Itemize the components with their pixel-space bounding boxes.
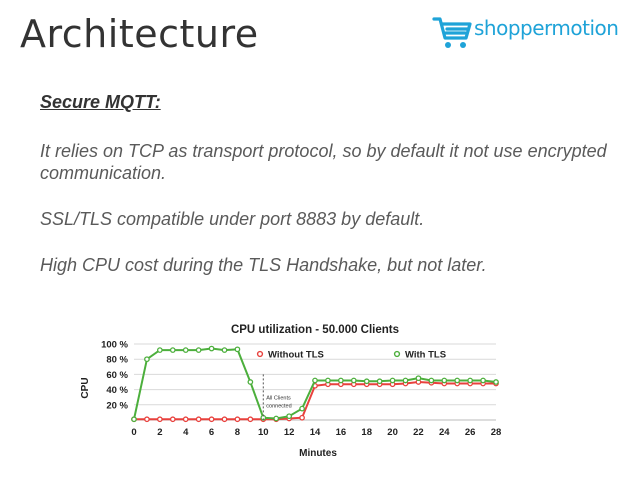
data-point <box>338 377 344 384</box>
y-axis-label: CPU <box>80 377 91 398</box>
data-point <box>389 377 396 384</box>
data-point <box>144 356 150 363</box>
y-tick-label: 40 % <box>106 385 128 396</box>
x-tick-label: 22 <box>413 427 424 438</box>
y-tick-label: 20 % <box>106 400 128 411</box>
data-point <box>299 414 305 421</box>
annotation-text: All Clients <box>266 395 291 401</box>
x-tick-label: 24 <box>439 427 450 438</box>
data-point <box>144 416 150 423</box>
paragraph-tcp: It relies on TCP as transport protocol, … <box>40 141 607 183</box>
data-point <box>234 416 241 423</box>
annotation-text: connected <box>266 403 291 409</box>
x-tick-label: 20 <box>387 427 398 438</box>
chart-annotation: All Clients connected <box>262 374 292 420</box>
data-point <box>493 379 499 385</box>
data-point <box>247 416 254 423</box>
x-tick-label: 2 <box>157 427 162 438</box>
shoppermotion-logo: shoppermotion <box>432 8 622 56</box>
x-tick-label: 10 <box>258 427 269 438</box>
data-point <box>234 346 241 353</box>
x-tick-label: 8 <box>235 427 240 438</box>
data-point <box>402 377 409 384</box>
data-point <box>350 377 357 384</box>
x-tick-label: 18 <box>361 427 372 438</box>
data-point <box>363 378 370 385</box>
data-point <box>467 377 473 384</box>
slide-title: Architecture <box>20 12 259 56</box>
data-point <box>208 345 215 352</box>
legend-marker <box>256 350 264 358</box>
x-tick-label: 6 <box>209 427 214 438</box>
x-tick-label: 16 <box>336 427 347 438</box>
data-point <box>480 377 486 384</box>
chart-legend: Without TLS With TLS <box>256 350 446 361</box>
data-point <box>182 347 189 353</box>
cpu-chart-svg: CPU utilization - 50.000 Clients CPU Min… <box>80 324 501 459</box>
data-point <box>286 413 292 420</box>
data-point <box>182 416 189 423</box>
y-tick-label: 60 % <box>106 370 128 381</box>
data-point <box>169 416 176 423</box>
data-point <box>325 377 331 384</box>
data-point <box>273 415 280 422</box>
shopping-cart-icon <box>432 17 472 48</box>
paragraph-ssl-port: SSL/TLS compatible under port 8883 by de… <box>40 209 425 229</box>
data-point <box>376 378 383 385</box>
legend-label: With TLS <box>405 350 446 361</box>
legend-label: Without TLS <box>268 350 324 361</box>
data-point <box>415 375 422 382</box>
data-point <box>221 347 228 353</box>
data-point <box>221 416 228 423</box>
section-heading: Secure MQTT: <box>40 92 161 112</box>
x-tick-label: 28 <box>491 427 502 438</box>
data-point <box>428 377 435 384</box>
x-tick-label: 14 <box>310 427 321 438</box>
data-point <box>157 347 163 353</box>
data-point <box>195 416 202 423</box>
data-point <box>454 377 461 384</box>
y-tick-label: 100 % <box>101 340 128 351</box>
cpu-chart: CPU utilization - 50.000 Clients CPU Min… <box>70 316 510 466</box>
data-point <box>299 405 305 412</box>
data-point <box>208 416 215 423</box>
x-tick-label: 4 <box>183 427 189 438</box>
chart-series <box>131 345 499 423</box>
chart-title: CPU utilization - 50.000 Clients <box>231 324 399 336</box>
data-point <box>131 416 137 423</box>
data-point <box>195 347 202 353</box>
legend-marker <box>393 350 401 358</box>
x-tick-label: 12 <box>284 427 295 438</box>
x-tick-label: 26 <box>465 427 476 438</box>
logo-text: shoppermotion <box>474 16 619 40</box>
y-tick-label: 80 % <box>106 355 128 366</box>
data-point <box>169 347 176 353</box>
chart-ticks: 20 %40 %60 %80 %100 %0 2 4 6 8 10 12 14 16 18 20 22… <box>101 340 501 439</box>
x-axis-label: Minutes <box>299 448 337 459</box>
data-point <box>157 416 163 423</box>
paragraph-cpu-cost: High CPU cost during the TLS Handshake, … <box>40 255 487 275</box>
data-point <box>312 377 318 384</box>
data-point <box>441 377 448 384</box>
data-point <box>247 379 254 385</box>
x-tick-label: 0 <box>131 427 136 438</box>
